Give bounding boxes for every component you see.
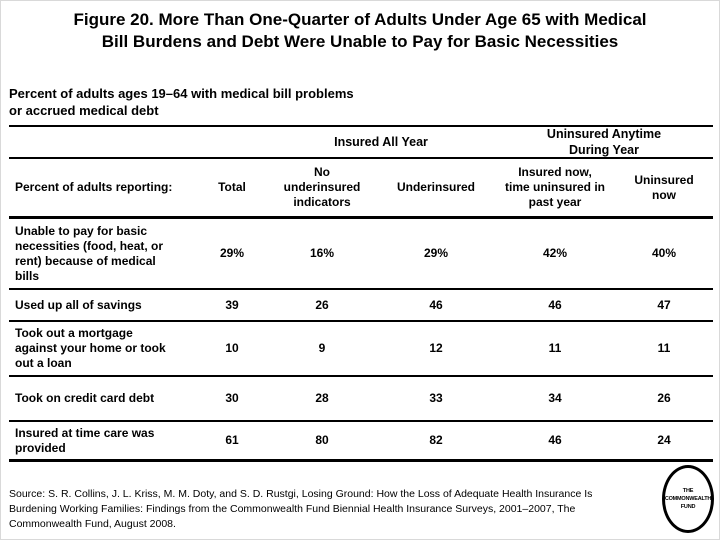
- cell-value: 26: [657, 391, 671, 405]
- row-label: Unable to pay for basic necessities (foo…: [15, 223, 164, 283]
- cell-value: 46: [548, 297, 562, 312]
- cell-value: 11: [657, 341, 671, 355]
- cell-value: 82: [429, 433, 443, 447]
- cell-value: 46: [429, 297, 443, 312]
- figure-title: Figure 20. More Than One-Quarter of Adul…: [73, 10, 647, 52]
- row-label: Used up all of savings: [15, 297, 142, 312]
- figure-subtitle: Percent of adults ages 19–64 with medica…: [9, 86, 354, 119]
- cell-value: 29%: [423, 246, 449, 260]
- cell-value: 39: [225, 297, 239, 312]
- group-header-uninsured-anytime: Uninsured Anytime During Year: [546, 127, 662, 157]
- cell-value: 34: [548, 391, 562, 405]
- table-row: Took out a mortgage against your home or…: [9, 322, 713, 377]
- column-header-total: Total: [218, 180, 246, 194]
- column-header-uninsured-now: Uninsured now: [634, 172, 694, 202]
- row-label: Insured at time care was provided: [15, 425, 155, 455]
- table-row: Unable to pay for basic necessities (foo…: [9, 219, 713, 290]
- table-row: Used up all of savings 39 26 46 46 47: [9, 290, 713, 322]
- cell-value: 40%: [651, 246, 677, 260]
- cell-value: 11: [548, 341, 562, 355]
- column-header-no-underinsured: No underinsured indicators: [283, 165, 361, 209]
- cell-value: 16%: [309, 246, 335, 260]
- cell-value: 42%: [542, 246, 568, 260]
- cell-value: 24: [657, 433, 671, 447]
- cell-value: 9: [318, 341, 326, 355]
- cell-value: 80: [315, 433, 329, 447]
- row-label: Took on credit card debt: [15, 391, 155, 405]
- cell-value: 12: [429, 341, 443, 355]
- commonwealth-fund-logo-text: THE COMMONWEALTH FUND: [664, 487, 712, 511]
- cell-value: 46: [548, 433, 562, 447]
- table-row: Insured at time care was provided 61 80 …: [9, 422, 713, 462]
- cell-value: 61: [225, 433, 239, 447]
- commonwealth-fund-logo-icon: THE COMMONWEALTH FUND: [662, 465, 714, 533]
- cell-value: 47: [657, 297, 671, 312]
- cell-value: 26: [315, 297, 329, 312]
- group-header-insured-all-year: Insured All Year: [334, 134, 428, 149]
- cell-value: 10: [225, 341, 239, 355]
- column-header-label: Percent of adults reporting:: [15, 180, 173, 194]
- data-table: Insured All Year Uninsured Anytime Durin…: [9, 125, 713, 462]
- table-row: Took on credit card debt 30 28 33 34 26: [9, 377, 713, 422]
- cell-value: 29%: [219, 246, 245, 260]
- table-column-header-row: Percent of adults reporting: Total No un…: [9, 159, 713, 219]
- source-note: Source: S. R. Collins, J. L. Kriss, M. M…: [9, 488, 593, 530]
- column-header-insured-now: Insured now, time uninsured in past year: [504, 165, 605, 209]
- cell-value: 28: [315, 391, 329, 405]
- column-header-underinsured: Underinsured: [396, 180, 475, 194]
- row-label: Took out a mortgage against your home or…: [15, 326, 166, 370]
- cell-value: 33: [429, 391, 443, 405]
- cell-value: 30: [225, 391, 239, 405]
- table-group-header-row: Insured All Year Uninsured Anytime Durin…: [9, 127, 713, 159]
